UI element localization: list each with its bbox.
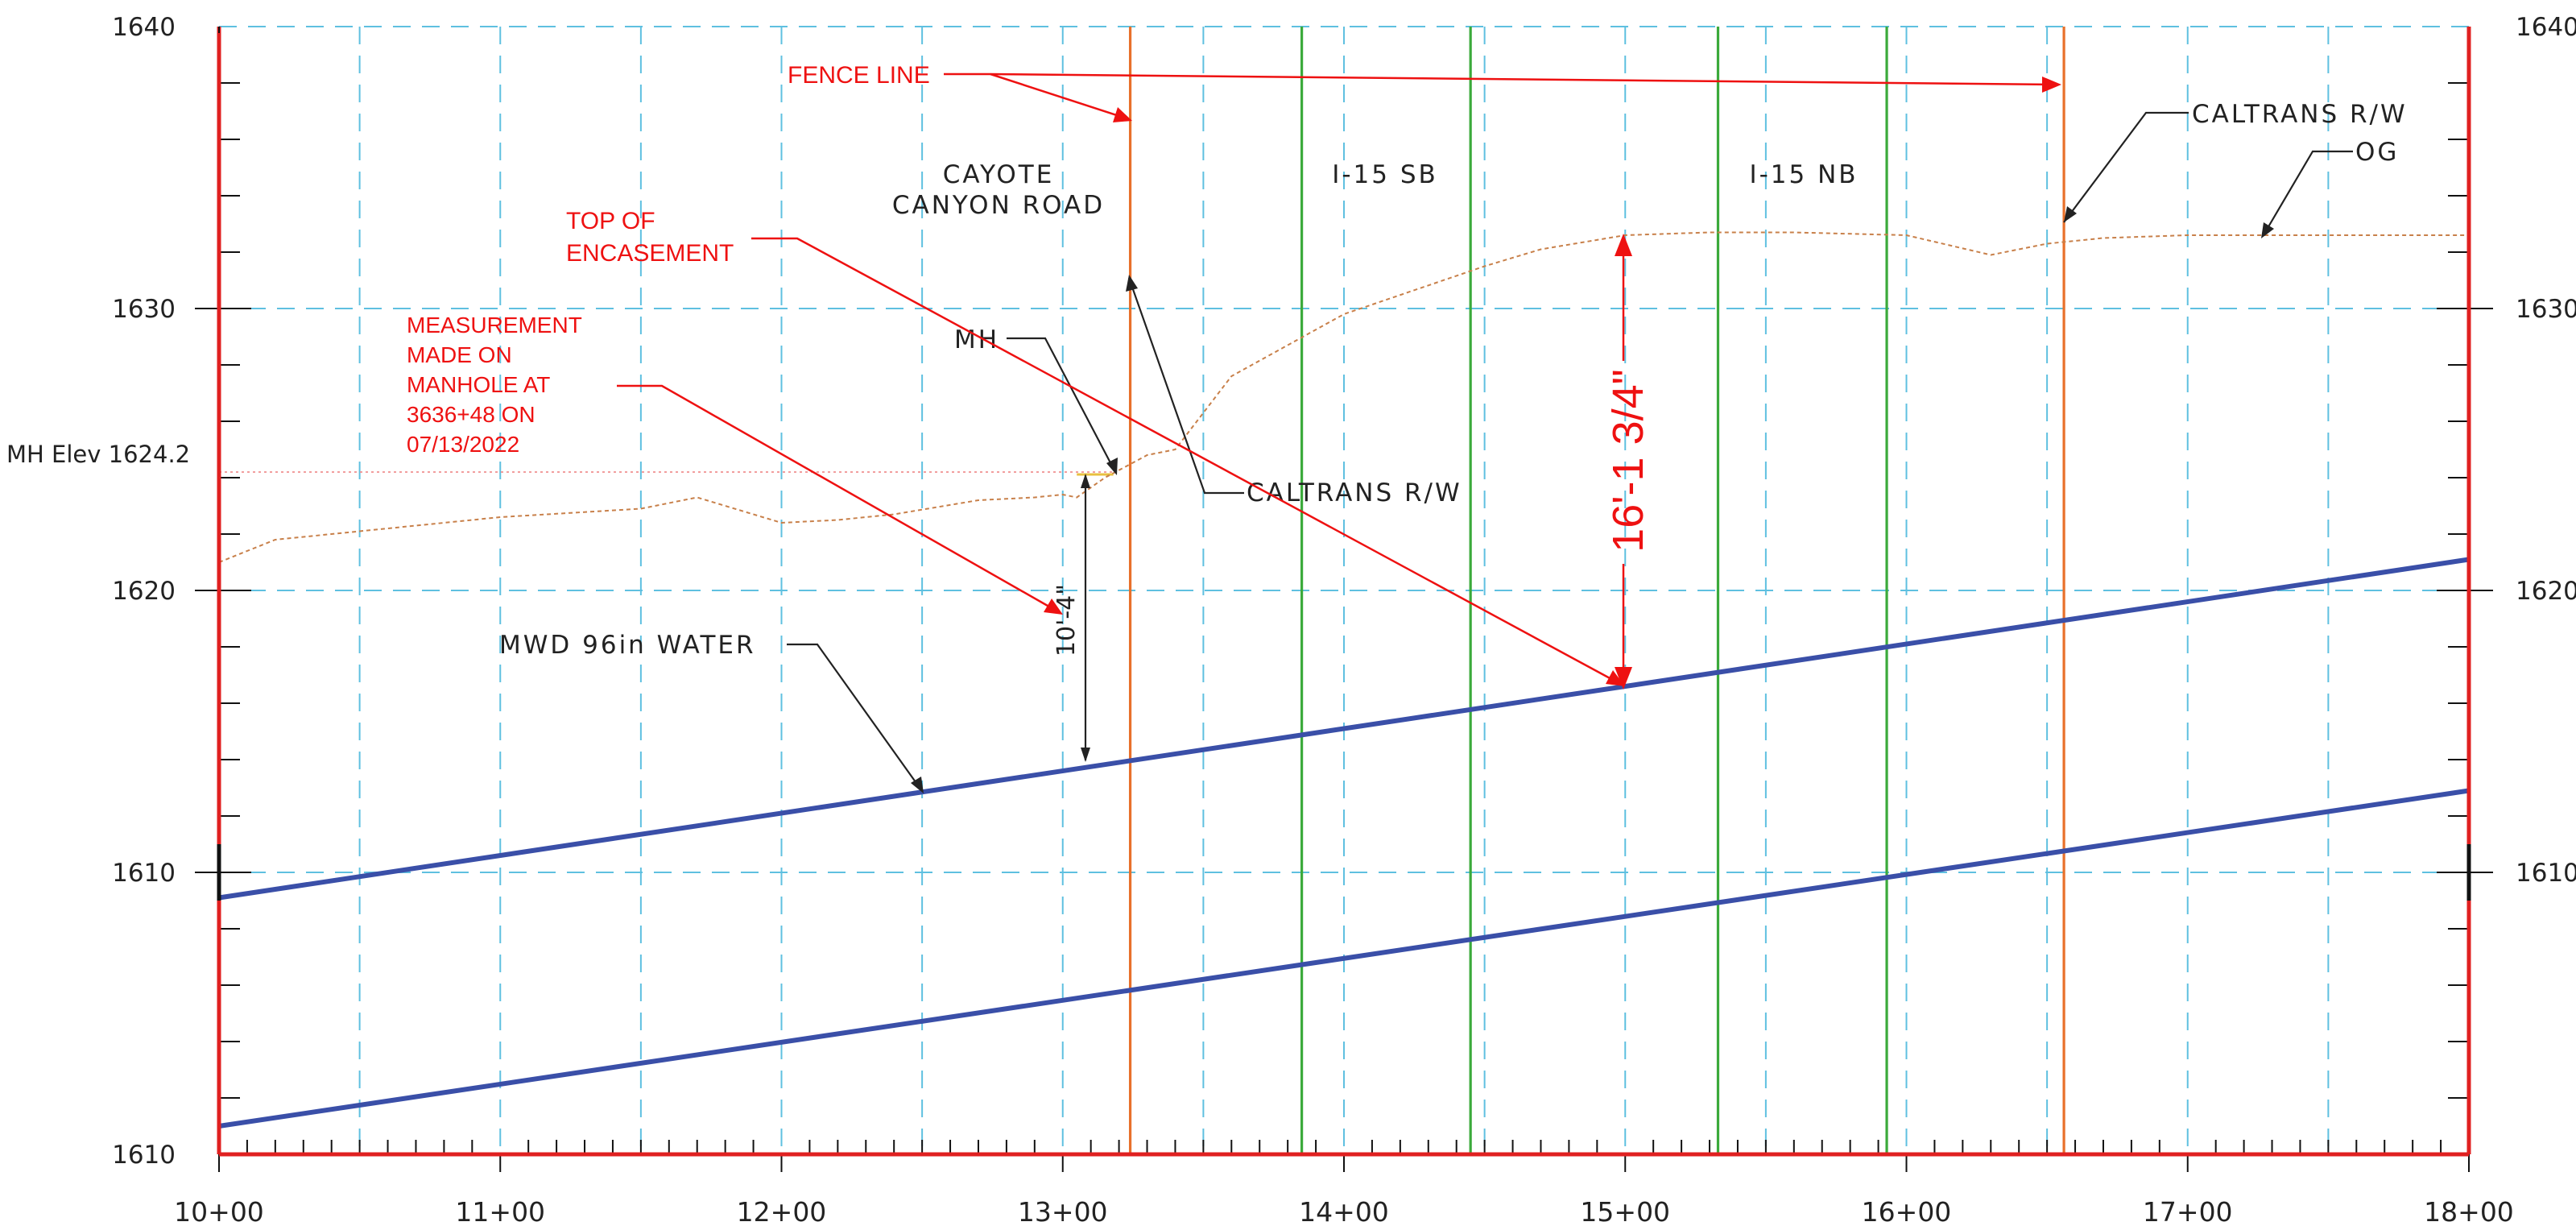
- og-leader: [2264, 150, 2353, 234]
- leader-lines: [787, 111, 2353, 792]
- x-tick-label: 18+00: [2424, 1196, 2514, 1226]
- top-enc-label-line1: TOP OF: [566, 208, 655, 234]
- dimension-small: 10'-4": [1052, 584, 1081, 656]
- water-leader: [787, 643, 923, 792]
- measurement-line4: 3636+48 ON: [407, 402, 535, 427]
- measurement-line1: MEASUREMENT: [407, 313, 582, 338]
- y-tick-label-left: 1620: [112, 577, 176, 606]
- og-arrowhead: [2261, 222, 2274, 238]
- y-tick-label-left: 1610: [112, 1141, 176, 1170]
- top-enc-label-line2: ENCASEMENT: [566, 240, 734, 267]
- fence-arrowhead-right: [2042, 77, 2061, 93]
- caltrans-mid-arrowhead: [1126, 275, 1138, 292]
- y-tick-label-right: 1610: [2516, 859, 2576, 888]
- measurement-line5: 07/13/2022: [407, 432, 519, 457]
- caltrans-top-leader: [2063, 111, 2189, 223]
- annotation-leaders: [617, 72, 2059, 686]
- series-layer: [218, 231, 2470, 1129]
- pipe-line-1: [218, 788, 2470, 1129]
- pipe-line-0: [218, 557, 2470, 901]
- leader-arrowheads: [911, 206, 2274, 793]
- water-label: MWD 96in WATER: [499, 631, 756, 660]
- top-enc-arrowhead: [1606, 670, 1625, 686]
- annotations: FENCE LINE TOP OF ENCASEMENT MEASUREMENT…: [407, 62, 1652, 553]
- mh-label: MH: [954, 325, 999, 354]
- tick-marks: [195, 82, 2493, 1172]
- measurement-line3: MANHOLE AT: [407, 372, 550, 397]
- grid-layer: [219, 26, 2469, 1154]
- x-tick-label: 13+00: [1018, 1196, 1108, 1226]
- dim-small-arrow-top: [1081, 474, 1090, 488]
- og-label: OG: [2355, 138, 2399, 167]
- i15nb-label: I-15 NB: [1749, 160, 1858, 189]
- tick-labels: 10+00 11+00 12+00 13+00 14+00 15+00 16+00 17+00…: [112, 13, 2576, 1226]
- measurement-line2: MADE ON: [407, 342, 512, 367]
- y-tick-label-right: 1640: [2516, 13, 2576, 42]
- x-tick-label: 14+00: [1299, 1196, 1389, 1226]
- caltrans-label-top: CALTRANS R/W: [2192, 100, 2408, 129]
- dimension-big: 16'-1 3/4": [1604, 369, 1652, 553]
- y-tick-label-left: 1630: [112, 295, 176, 324]
- y-tick-label-right: 1630: [2516, 295, 2576, 324]
- x-tick-label: 10+00: [174, 1196, 264, 1226]
- y-tick-label-left: 1610: [112, 859, 176, 888]
- x-tick-label: 15+00: [1580, 1196, 1670, 1226]
- fence-arrowhead-left: [1113, 107, 1132, 122]
- mh-elev-label: MH Elev 1624.2: [6, 441, 190, 468]
- dim-small-arrow-bottom: [1081, 748, 1090, 762]
- caltrans-label-mid: CALTRANS R/W: [1247, 478, 1462, 507]
- frame: [217, 27, 2471, 1157]
- i15sb-label: I-15 SB: [1332, 160, 1438, 189]
- measurement-leader: [617, 384, 1060, 614]
- x-tick-label: 11+00: [455, 1196, 545, 1226]
- x-tick-label: 12+00: [737, 1196, 827, 1226]
- mh-leader: [1007, 337, 1116, 473]
- fence-line-label: FENCE LINE: [788, 62, 930, 89]
- measurement-arrowhead: [1044, 599, 1063, 615]
- caltrans-top-arrowhead: [2064, 206, 2077, 222]
- y-tick-label-right: 1620: [2516, 577, 2576, 606]
- x-tick-label: 17+00: [2143, 1196, 2233, 1226]
- dim-big-arrow-top: [1615, 234, 1632, 256]
- caltrans-mid-leader: [1127, 277, 1244, 495]
- y-tick-label-left: 1640: [112, 13, 176, 42]
- cad-labels: CAYOTE CANYON ROAD I-15 SB I-15 NB CALTR…: [6, 100, 2408, 660]
- fence-leader-branch: [990, 72, 1130, 121]
- mh-arrowhead: [1106, 458, 1118, 475]
- annotation-arrowheads: [1044, 77, 2061, 690]
- road-label-line1: CAYOTE: [943, 160, 1055, 189]
- road-label-line2: CANYON ROAD: [892, 191, 1105, 220]
- water-arrowhead: [911, 777, 924, 793]
- dim-big-arrow-bottom: [1615, 667, 1632, 690]
- x-tick-label: 16+00: [1862, 1196, 1952, 1226]
- top-enc-leader: [751, 237, 1623, 686]
- original-ground-line: [218, 231, 2469, 563]
